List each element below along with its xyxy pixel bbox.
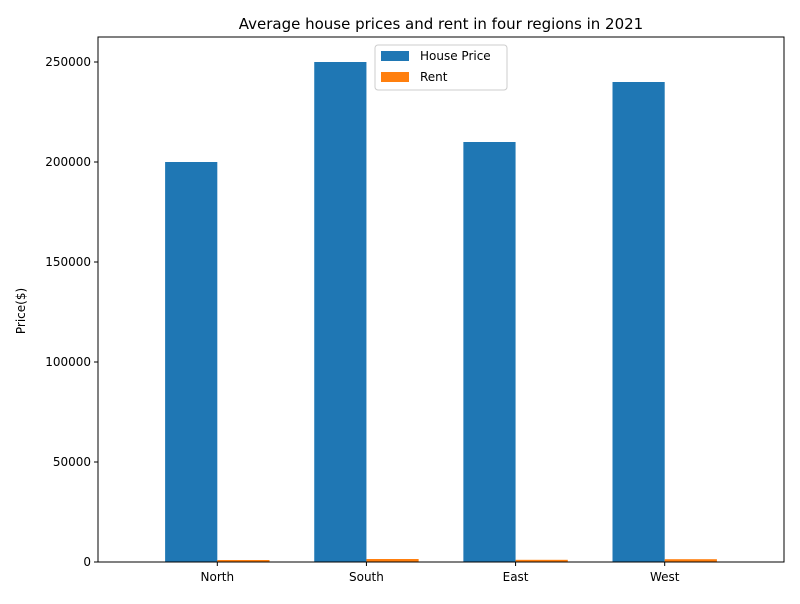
legend-swatch-rent [381,72,409,82]
bar-rent-south [366,559,419,562]
bar-rent-east [515,559,568,562]
x-tick-label-east: East [503,570,529,584]
x-tick-label-west: West [650,570,680,584]
y-tick-label: 50000 [53,455,91,469]
bar-rent-north [217,560,270,562]
plot-frame [97,36,785,563]
y-tick-label: 200000 [45,155,91,169]
y-tick-label: 250000 [45,55,91,69]
bar-house-price-east [463,142,516,562]
bar-house-price-south [314,62,367,562]
y-tick-label: 150000 [45,255,91,269]
y-tick-label: 100000 [45,355,91,369]
x-tick-label-north: North [201,570,235,584]
bar-house-price-north [165,162,218,562]
legend: House Price Rent [374,44,508,91]
ticks-layer: North South East West 0 50000 100000 150000 2000… [45,55,680,584]
y-tick-label: 0 [83,555,91,569]
bars-layer [165,62,717,562]
x-tick-label-south: South [349,570,384,584]
y-axis-title: Price($) [14,288,28,334]
legend-label-house-price: House Price [420,49,491,63]
bar-rent-west [664,559,717,562]
chart-title: Average house prices and rent in four re… [239,15,643,33]
legend-label-rent: Rent [420,70,448,84]
legend-swatch-house-price [381,51,409,61]
bar-house-price-west [612,82,665,562]
